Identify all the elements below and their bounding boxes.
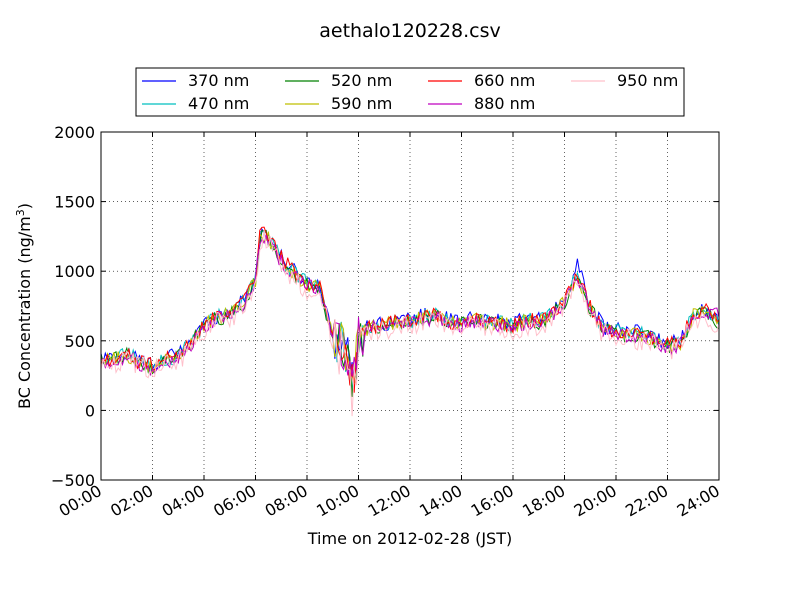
series-line-590-nm [100, 231, 720, 384]
legend-label: 950 nm [617, 71, 678, 90]
y-tick-label: 0 [85, 401, 95, 420]
legend: 370 nm 470 nm 520 nm 590 nm 660 nm 880 nm 950 … [135, 67, 685, 117]
series-line-950-nm [100, 229, 720, 417]
y-axis-label: BC Concentration (ng/m3) [14, 203, 34, 409]
y-tick-label: −500 [51, 471, 95, 490]
chart-title: aethalo120228.csv [319, 20, 501, 42]
legend-label: 880 nm [474, 94, 535, 113]
series-lines [100, 226, 720, 417]
legend-label: 660 nm [474, 71, 535, 90]
legend-label: 590 nm [331, 94, 392, 113]
y-tick-label: 500 [64, 332, 95, 351]
legend-box [135, 67, 685, 117]
legend-label: 470 nm [188, 94, 249, 113]
y-axis-label-main: BC Concentration (ng/m [15, 216, 34, 409]
legend-label: 520 nm [331, 71, 392, 90]
y-tick-labels: −500 0 500 1000 1500 2000 [51, 123, 95, 490]
axis-ticks [100, 131, 720, 481]
y-tick-label: 1000 [54, 262, 95, 281]
series-line-880-nm [100, 235, 720, 377]
y-tick-label: 1500 [54, 193, 95, 212]
y-axis-label-end: ) [15, 203, 34, 209]
x-axis-label: Time on 2012-02-28 (JST) [307, 529, 512, 548]
legend-label: 370 nm [188, 71, 249, 90]
y-tick-label: 2000 [54, 123, 95, 142]
y-axis-label-sup: 3 [14, 209, 27, 216]
